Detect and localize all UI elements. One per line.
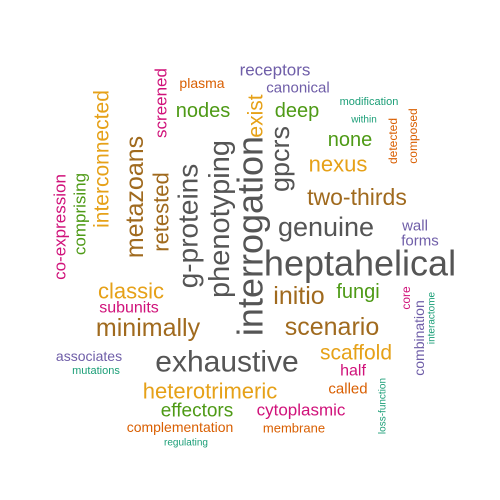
word-initio: initio (273, 282, 324, 310)
word-comprising: comprising (71, 173, 90, 255)
word-regulating: regulating (164, 438, 208, 449)
word-interconnected: interconnected (91, 90, 114, 228)
word-scaffold: scaffold (320, 342, 392, 365)
word-mutations: mutations (72, 365, 120, 377)
word-combination: combination (411, 300, 427, 376)
word-heptahelical: heptahelical (264, 243, 456, 284)
word-associates: associates (56, 348, 122, 364)
word-two-thirds: two-thirds (307, 184, 407, 210)
word-subunits: subunits (99, 300, 159, 317)
word-none: none (328, 129, 373, 151)
word-nexus: nexus (309, 152, 368, 177)
word-core: core (399, 286, 413, 310)
word-plasma: plasma (179, 75, 224, 91)
word-half: half (340, 363, 366, 380)
word-metazoans: metazoans (121, 136, 149, 258)
word-forms: forms (401, 233, 439, 250)
word-wall: wall (401, 218, 428, 235)
word-retested: retested (149, 172, 174, 252)
word-interactome: interactome (427, 291, 438, 344)
word-composed: composed (406, 108, 420, 163)
word-scenario: scenario (285, 313, 380, 341)
word-genuine: genuine (278, 212, 374, 242)
word-deep: deep (275, 100, 320, 122)
word-exist: exist (245, 94, 268, 137)
word-minimally: minimally (96, 314, 201, 342)
word-receptors: receptors (240, 61, 311, 80)
word-gpcrs: gpcrs (265, 126, 295, 192)
word-heterotrimeric: heterotrimeric (143, 379, 277, 404)
word-cytoplasmic: cytoplasmic (257, 401, 346, 420)
word-membrane: membrane (263, 421, 325, 436)
word-exhaustive: exhaustive (155, 346, 298, 379)
word-fungi: fungi (336, 281, 379, 303)
word-co-expression: co-expression (51, 174, 70, 280)
word-effectors: effectors (161, 401, 234, 422)
word-g-proteins: g-proteins (173, 164, 204, 289)
word-complementation: complementation (127, 419, 234, 435)
word-nodes: nodes (176, 100, 231, 122)
word-modification: modification (340, 96, 399, 108)
word-phenotyping: phenotyping (204, 140, 236, 298)
word-classic: classic (98, 279, 164, 304)
word-called: called (328, 381, 367, 398)
word-canonical: canonical (266, 80, 329, 97)
word-within: within (350, 115, 377, 126)
word-detected: detected (386, 118, 400, 164)
word-loss-function: loss-function (378, 378, 389, 434)
word-interrogation: interrogation (230, 136, 271, 336)
word-screened: screened (152, 68, 171, 138)
